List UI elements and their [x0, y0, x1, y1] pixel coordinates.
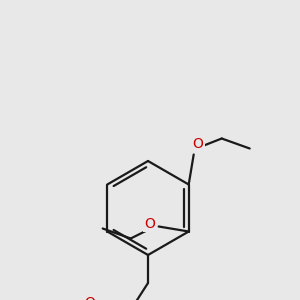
- Text: O: O: [192, 137, 203, 152]
- Text: O: O: [85, 296, 95, 300]
- Text: O: O: [144, 217, 155, 230]
